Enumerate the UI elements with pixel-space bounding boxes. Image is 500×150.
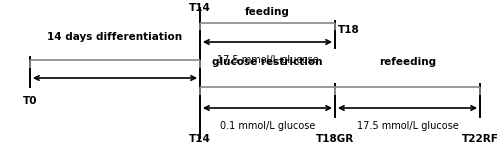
Text: glucose restriction: glucose restriction <box>212 57 323 67</box>
Text: T14: T14 <box>189 134 211 144</box>
Text: T18: T18 <box>338 25 359 35</box>
Text: 17.5 mmol/L glucose: 17.5 mmol/L glucose <box>356 121 458 131</box>
Text: 14 days differentiation: 14 days differentiation <box>48 32 182 42</box>
Text: feeding: feeding <box>245 7 290 17</box>
Text: T0: T0 <box>23 96 37 106</box>
Text: T22RF: T22RF <box>462 134 498 144</box>
Text: 17.5 mmol/L glucose: 17.5 mmol/L glucose <box>216 55 318 65</box>
Text: T14: T14 <box>189 3 211 13</box>
Text: refeeding: refeeding <box>379 57 436 67</box>
Text: 0.1 mmol/L glucose: 0.1 mmol/L glucose <box>220 121 315 131</box>
Text: T18GR: T18GR <box>316 134 354 144</box>
